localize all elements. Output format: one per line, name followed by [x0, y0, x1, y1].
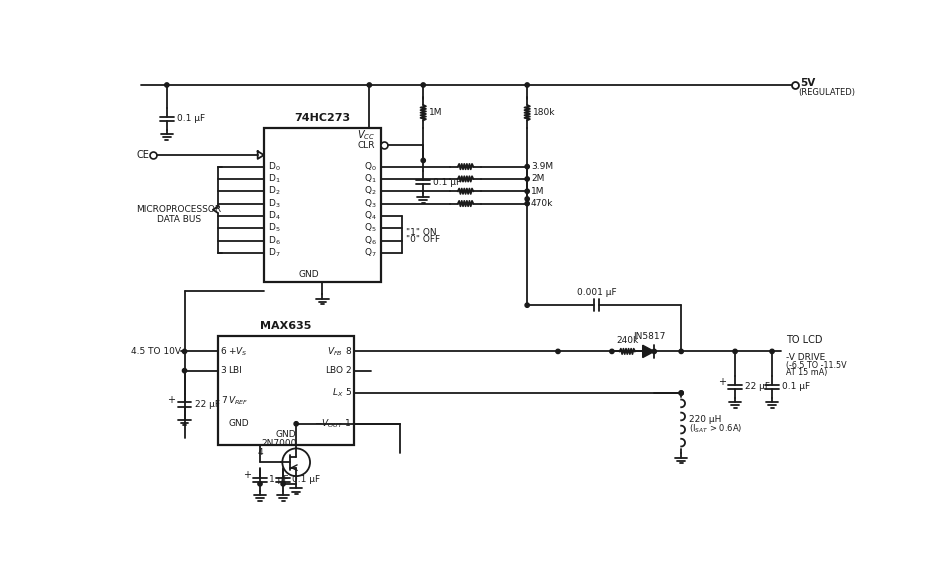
- Text: 2M: 2M: [531, 175, 545, 183]
- Text: 0.1 µF: 0.1 µF: [292, 476, 320, 484]
- Text: AT 15 mA): AT 15 mA): [785, 369, 828, 378]
- Text: GND: GND: [299, 270, 319, 279]
- Text: Q$_4$: Q$_4$: [364, 210, 377, 222]
- Circle shape: [525, 303, 530, 307]
- Circle shape: [525, 201, 530, 206]
- Text: Q$_6$: Q$_6$: [364, 234, 377, 247]
- Circle shape: [679, 391, 684, 395]
- Text: 3.9M: 3.9M: [531, 162, 553, 171]
- Text: 2N7000: 2N7000: [262, 439, 297, 448]
- Text: D$_5$: D$_5$: [268, 222, 280, 234]
- Text: $V_{REF}$: $V_{REF}$: [229, 395, 248, 407]
- Text: TO LCD: TO LCD: [785, 335, 823, 345]
- Circle shape: [182, 349, 187, 354]
- Text: $-V_{OUT}$: $-V_{OUT}$: [314, 417, 343, 430]
- Text: $L_X$: $L_X$: [332, 387, 343, 399]
- Circle shape: [164, 83, 169, 87]
- Text: 240k: 240k: [616, 336, 639, 345]
- Text: D$_2$: D$_2$: [268, 185, 280, 197]
- Circle shape: [733, 349, 737, 354]
- Text: Q$_0$: Q$_0$: [364, 160, 377, 173]
- Circle shape: [525, 197, 530, 201]
- Text: GND: GND: [229, 419, 249, 428]
- Text: 22 µF: 22 µF: [194, 400, 219, 409]
- Circle shape: [556, 349, 560, 354]
- Circle shape: [182, 369, 187, 373]
- Circle shape: [652, 349, 657, 354]
- Text: 1 µF: 1 µF: [269, 476, 289, 484]
- Text: (-6.5 TO -11.5V: (-6.5 TO -11.5V: [785, 361, 846, 370]
- Text: 2: 2: [346, 366, 351, 375]
- Text: CLR: CLR: [357, 141, 375, 150]
- Text: "0" OFF: "0" OFF: [406, 235, 441, 244]
- Text: LBO: LBO: [325, 366, 343, 375]
- Text: IN5817: IN5817: [632, 332, 665, 341]
- Circle shape: [525, 164, 530, 169]
- Text: D$_6$: D$_6$: [268, 234, 280, 247]
- Text: 0.1 µF: 0.1 µF: [177, 115, 205, 124]
- Circle shape: [367, 83, 372, 87]
- Text: 1: 1: [345, 419, 351, 428]
- Text: 220 µH: 220 µH: [689, 416, 721, 425]
- Text: -V DRIVE: -V DRIVE: [785, 353, 825, 362]
- Text: CE: CE: [136, 150, 149, 160]
- Text: $V_{FB}$: $V_{FB}$: [328, 345, 343, 358]
- Text: 0.001 µF: 0.001 µF: [576, 287, 616, 297]
- Circle shape: [525, 189, 530, 193]
- Text: $V_{CC}$: $V_{CC}$: [357, 128, 375, 142]
- Circle shape: [770, 349, 774, 354]
- Text: 6: 6: [220, 347, 226, 356]
- Text: Q$_1$: Q$_1$: [364, 173, 377, 185]
- Text: +: +: [167, 395, 176, 405]
- Text: 8: 8: [345, 347, 351, 356]
- Circle shape: [525, 177, 530, 181]
- Text: +: +: [243, 471, 250, 480]
- Text: 0.1 µF: 0.1 µF: [782, 382, 810, 391]
- Circle shape: [679, 349, 684, 354]
- Text: D$_7$: D$_7$: [268, 247, 280, 259]
- Text: 22 µF: 22 µF: [745, 382, 771, 391]
- Polygon shape: [643, 345, 654, 358]
- Text: Q$_2$: Q$_2$: [364, 185, 377, 197]
- Text: GND: GND: [276, 430, 296, 439]
- Circle shape: [294, 422, 298, 426]
- Text: 1M: 1M: [531, 187, 545, 196]
- Text: MICROPROCESSOR
DATA BUS: MICROPROCESSOR DATA BUS: [136, 205, 221, 224]
- Text: D$_1$: D$_1$: [268, 173, 280, 185]
- Circle shape: [421, 83, 425, 87]
- Text: 7: 7: [220, 396, 226, 405]
- Bar: [218, 336, 354, 445]
- Text: LBI: LBI: [229, 366, 242, 375]
- Text: (REGULATED): (REGULATED): [799, 88, 856, 97]
- Circle shape: [421, 158, 425, 163]
- Text: D$_3$: D$_3$: [268, 197, 280, 210]
- Text: (I$_{SAT}$ > 0.6A): (I$_{SAT}$ > 0.6A): [689, 423, 743, 435]
- Text: 180k: 180k: [533, 108, 556, 117]
- Text: 470k: 470k: [531, 199, 554, 208]
- Text: 5: 5: [345, 388, 351, 397]
- Text: 74HC273: 74HC273: [294, 113, 350, 124]
- Text: $+V_S$: $+V_S$: [229, 345, 248, 358]
- Text: 0.1 µF: 0.1 µF: [433, 177, 461, 187]
- Bar: [263, 128, 381, 282]
- Circle shape: [258, 482, 262, 486]
- Circle shape: [525, 83, 530, 87]
- Text: "1" ON: "1" ON: [406, 227, 437, 236]
- Text: D$_4$: D$_4$: [268, 210, 280, 222]
- Text: 4: 4: [257, 448, 262, 458]
- Text: +: +: [718, 377, 726, 387]
- Text: D$_0$: D$_0$: [268, 160, 280, 173]
- Circle shape: [679, 391, 684, 395]
- Text: 3: 3: [220, 366, 226, 375]
- Text: 4.5 TO 10V: 4.5 TO 10V: [132, 347, 181, 356]
- Text: 1M: 1M: [430, 108, 443, 117]
- Text: MAX635: MAX635: [260, 321, 311, 331]
- Circle shape: [610, 349, 614, 354]
- Text: Q$_3$: Q$_3$: [364, 197, 377, 210]
- Text: Q$_7$: Q$_7$: [364, 247, 377, 259]
- Circle shape: [281, 482, 285, 486]
- Text: 5V: 5V: [800, 78, 815, 88]
- Text: Q$_5$: Q$_5$: [364, 222, 377, 234]
